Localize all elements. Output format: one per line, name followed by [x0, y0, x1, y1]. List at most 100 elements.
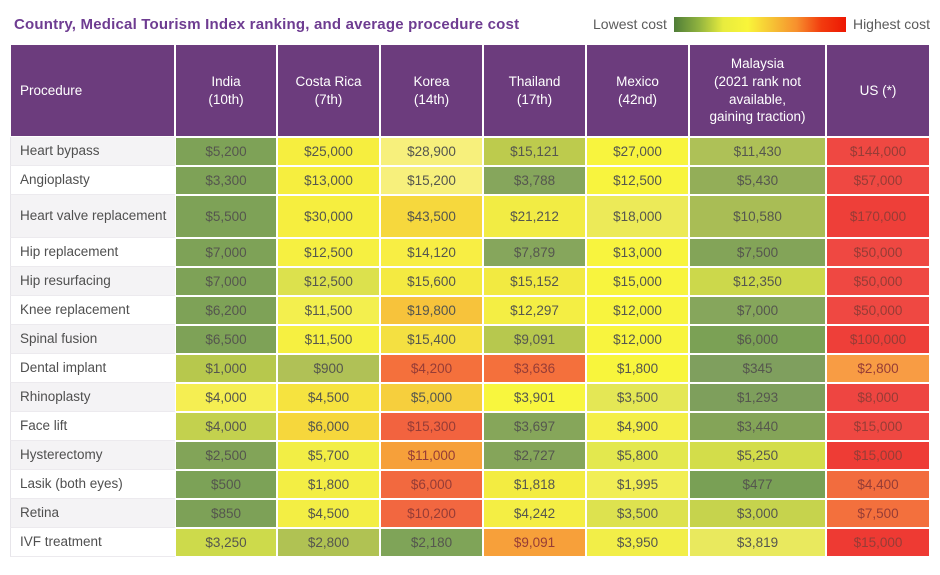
column-header: India (10th): [175, 44, 277, 137]
cost-cell: $50,000: [826, 267, 930, 296]
table-row: Dental implant $1,000 $900 $4,200 $3,636 $1,8…: [10, 354, 930, 383]
cost-cell: $3,697: [483, 412, 586, 441]
column-header: Mexico (42nd): [586, 44, 689, 137]
cost-cell: $7,879: [483, 238, 586, 267]
cost-cell: $15,000: [826, 528, 930, 557]
cost-cell: $7,500: [826, 499, 930, 528]
cost-cell: $6,000: [277, 412, 380, 441]
cost-cell: $5,430: [689, 166, 826, 195]
cost-cell: $25,000: [277, 137, 380, 166]
cost-cell: $4,900: [586, 412, 689, 441]
cost-cell: $477: [689, 470, 826, 499]
procedure-label: Hip replacement: [10, 238, 175, 267]
procedure-label: Heart bypass: [10, 137, 175, 166]
cost-cell: $3,950: [586, 528, 689, 557]
procedure-label: Hysterectomy: [10, 441, 175, 470]
cost-table: Procedure India (10th) Costa Rica (7th) Kor…: [10, 44, 930, 557]
table-row: Knee replacement $6,200 $11,500 $19,800 $12,…: [10, 296, 930, 325]
procedure-label: Face lift: [10, 412, 175, 441]
table-row: Lasik (both eyes) $500 $1,800 $6,000 $1,818 $…: [10, 470, 930, 499]
column-header: US (*): [826, 44, 930, 137]
table-row: Heart bypass $5,200 $25,000 $28,900 $15,121 $…: [10, 137, 930, 166]
cost-cell: $57,000: [826, 166, 930, 195]
cost-cell: $12,297: [483, 296, 586, 325]
cost-cell: $18,000: [586, 195, 689, 238]
column-header: Procedure: [10, 44, 175, 137]
cost-cell: $5,700: [277, 441, 380, 470]
cost-cell: $2,800: [826, 354, 930, 383]
cost-cell: $4,500: [277, 499, 380, 528]
cost-cell: $43,500: [380, 195, 483, 238]
table-row: Hysterectomy $2,500 $5,700 $11,000 $2,727 $5,…: [10, 441, 930, 470]
cost-cell: $4,400: [826, 470, 930, 499]
cost-cell: $345: [689, 354, 826, 383]
procedure-label: Angioplasty: [10, 166, 175, 195]
procedure-label: Hip resurfacing: [10, 267, 175, 296]
cost-cell: $5,500: [175, 195, 277, 238]
cost-cell: $1,000: [175, 354, 277, 383]
cost-cell: $5,800: [586, 441, 689, 470]
cost-cell: $11,000: [380, 441, 483, 470]
cost-cell: $15,152: [483, 267, 586, 296]
table-row: Retina $850 $4,500 $10,200 $4,242 $3,500 $3,00…: [10, 499, 930, 528]
cost-cell: $1,293: [689, 383, 826, 412]
cost-cell: $3,500: [586, 499, 689, 528]
cost-cell: $3,901: [483, 383, 586, 412]
cost-cell: $15,121: [483, 137, 586, 166]
cost-cell: $27,000: [586, 137, 689, 166]
procedure-label: Spinal fusion: [10, 325, 175, 354]
cost-cell: $6,500: [175, 325, 277, 354]
table-row: Spinal fusion $6,500 $11,500 $15,400 $9,091 $…: [10, 325, 930, 354]
procedure-label: IVF treatment: [10, 528, 175, 557]
column-header: Korea (14th): [380, 44, 483, 137]
cost-cell: $15,000: [586, 267, 689, 296]
cost-cell: $50,000: [826, 296, 930, 325]
cost-cell: $11,430: [689, 137, 826, 166]
cost-cell: $9,091: [483, 528, 586, 557]
cost-cell: $7,000: [175, 238, 277, 267]
cost-cell: $10,580: [689, 195, 826, 238]
cost-cell: $3,636: [483, 354, 586, 383]
cost-cell: $3,440: [689, 412, 826, 441]
legend-gradient-bar: [673, 16, 846, 32]
cost-cell: $12,000: [586, 325, 689, 354]
table-row: IVF treatment $3,250 $2,800 $2,180 $9,091 $3,…: [10, 528, 930, 557]
cost-cell: $5,000: [380, 383, 483, 412]
cost-cell: $7,000: [689, 296, 826, 325]
cost-cell: $12,500: [586, 166, 689, 195]
cost-cell: $21,212: [483, 195, 586, 238]
cost-cell: $1,800: [277, 470, 380, 499]
cost-cell: $2,180: [380, 528, 483, 557]
cost-cell: $30,000: [277, 195, 380, 238]
cost-cell: $12,350: [689, 267, 826, 296]
procedure-label: Retina: [10, 499, 175, 528]
cost-cell: $3,819: [689, 528, 826, 557]
table-row: Face lift $4,000 $6,000 $15,300 $3,697 $4,900…: [10, 412, 930, 441]
cost-cell: $144,000: [826, 137, 930, 166]
legend-high-label: Highest cost: [852, 16, 930, 32]
cost-cell: $100,000: [826, 325, 930, 354]
procedure-label: Lasik (both eyes): [10, 470, 175, 499]
cost-cell: $12,500: [277, 238, 380, 267]
cost-cell: $500: [175, 470, 277, 499]
cost-cell: $12,000: [586, 296, 689, 325]
cost-cell: $3,500: [586, 383, 689, 412]
cost-cell: $11,500: [277, 325, 380, 354]
cost-cell: $6,000: [689, 325, 826, 354]
cost-cell: $6,200: [175, 296, 277, 325]
cost-cell: $7,000: [175, 267, 277, 296]
cost-legend: Lowest cost Highest cost: [593, 16, 930, 32]
cost-cell: $4,500: [277, 383, 380, 412]
cost-cell: $15,200: [380, 166, 483, 195]
cost-cell: $170,000: [826, 195, 930, 238]
table-row: Rhinoplasty $4,000 $4,500 $5,000 $3,901 $3,50…: [10, 383, 930, 412]
cost-cell: $9,091: [483, 325, 586, 354]
cost-cell: $19,800: [380, 296, 483, 325]
cost-cell: $5,250: [689, 441, 826, 470]
cost-cell: $10,200: [380, 499, 483, 528]
page-title: Country, Medical Tourism Index ranking, …: [14, 15, 520, 33]
table-header: Procedure India (10th) Costa Rica (7th) Kor…: [10, 44, 930, 137]
cost-cell: $15,000: [826, 412, 930, 441]
table-row: Heart valve replacement $5,500 $30,000 $43,…: [10, 195, 930, 238]
procedure-label: Dental implant: [10, 354, 175, 383]
